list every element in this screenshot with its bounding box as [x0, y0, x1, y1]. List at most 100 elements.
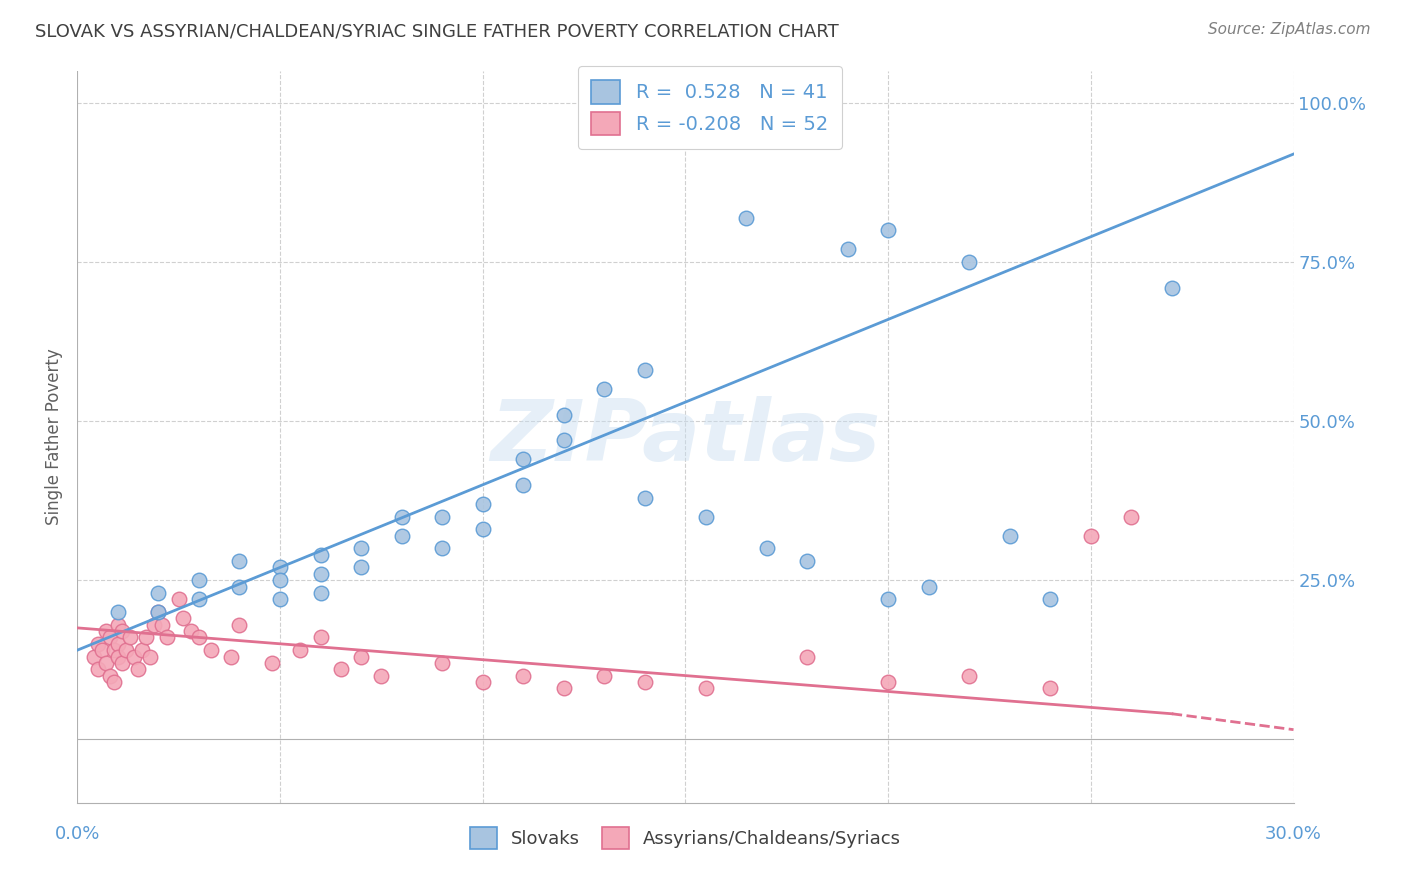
- Point: [98, 668, 121, 682]
- Point: [148, 586, 170, 600]
- Point: [118, 631, 141, 645]
- Point: [1080, 529, 1102, 543]
- Point: [290, 643, 312, 657]
- Text: 30.0%: 30.0%: [1265, 825, 1322, 843]
- Point: [127, 662, 149, 676]
- Point: [350, 541, 373, 556]
- Point: [98, 631, 121, 645]
- Point: [131, 643, 153, 657]
- Point: [228, 554, 250, 568]
- Point: [370, 668, 392, 682]
- Point: [1161, 280, 1184, 294]
- Point: [94, 624, 117, 638]
- Point: [188, 573, 211, 587]
- Point: [309, 566, 332, 581]
- Point: [796, 649, 818, 664]
- Point: [512, 477, 534, 491]
- Point: [553, 408, 575, 422]
- Point: [695, 509, 717, 524]
- Point: [107, 617, 129, 632]
- Point: [877, 592, 900, 607]
- Point: [593, 668, 616, 682]
- Point: [755, 541, 778, 556]
- Text: SLOVAK VS ASSYRIAN/CHALDEAN/SYRIAC SINGLE FATHER POVERTY CORRELATION CHART: SLOVAK VS ASSYRIAN/CHALDEAN/SYRIAC SINGL…: [35, 22, 839, 40]
- Point: [103, 675, 125, 690]
- Point: [877, 675, 900, 690]
- Point: [837, 243, 859, 257]
- Point: [94, 656, 117, 670]
- Point: [553, 681, 575, 696]
- Point: [512, 452, 534, 467]
- Point: [553, 434, 575, 448]
- Point: [957, 255, 980, 269]
- Point: [329, 662, 352, 676]
- Point: [221, 649, 243, 664]
- Point: [180, 624, 202, 638]
- Y-axis label: Single Father Poverty: Single Father Poverty: [45, 349, 63, 525]
- Point: [309, 631, 332, 645]
- Point: [148, 605, 170, 619]
- Point: [350, 560, 373, 574]
- Point: [269, 573, 291, 587]
- Point: [122, 649, 145, 664]
- Point: [103, 643, 125, 657]
- Point: [139, 649, 162, 664]
- Point: [107, 605, 129, 619]
- Point: [172, 611, 194, 625]
- Point: [188, 631, 211, 645]
- Point: [269, 592, 291, 607]
- Point: [269, 560, 291, 574]
- Point: [148, 605, 170, 619]
- Text: Source: ZipAtlas.com: Source: ZipAtlas.com: [1208, 22, 1371, 37]
- Point: [471, 497, 494, 511]
- Point: [877, 223, 900, 237]
- Point: [309, 548, 332, 562]
- Point: [1039, 681, 1062, 696]
- Point: [957, 668, 980, 682]
- Point: [350, 649, 373, 664]
- Point: [430, 656, 453, 670]
- Point: [1039, 592, 1062, 607]
- Point: [90, 643, 112, 657]
- Point: [430, 509, 453, 524]
- Point: [143, 617, 166, 632]
- Point: [309, 586, 332, 600]
- Point: [107, 637, 129, 651]
- Point: [260, 656, 283, 670]
- Point: [471, 522, 494, 536]
- Point: [918, 580, 941, 594]
- Point: [115, 643, 138, 657]
- Point: [471, 675, 494, 690]
- Point: [695, 681, 717, 696]
- Point: [1121, 509, 1143, 524]
- Point: [391, 509, 413, 524]
- Point: [188, 592, 211, 607]
- Point: [634, 675, 657, 690]
- Point: [512, 668, 534, 682]
- Legend: Slovaks, Assyrians/Chaldeans/Syriacs: Slovaks, Assyrians/Chaldeans/Syriacs: [458, 816, 912, 860]
- Point: [83, 649, 105, 664]
- Point: [695, 115, 717, 129]
- Point: [391, 529, 413, 543]
- Point: [155, 631, 177, 645]
- Point: [152, 617, 174, 632]
- Point: [796, 554, 818, 568]
- Point: [228, 580, 250, 594]
- Point: [593, 383, 616, 397]
- Point: [135, 631, 157, 645]
- Point: [200, 643, 222, 657]
- Text: 0.0%: 0.0%: [55, 825, 100, 843]
- Point: [998, 529, 1021, 543]
- Point: [735, 211, 758, 225]
- Point: [107, 649, 129, 664]
- Point: [634, 491, 657, 505]
- Text: ZIPatlas: ZIPatlas: [491, 395, 880, 479]
- Point: [86, 662, 108, 676]
- Point: [430, 541, 453, 556]
- Point: [111, 624, 134, 638]
- Point: [634, 363, 657, 377]
- Point: [86, 637, 108, 651]
- Point: [111, 656, 134, 670]
- Point: [167, 592, 190, 607]
- Point: [228, 617, 250, 632]
